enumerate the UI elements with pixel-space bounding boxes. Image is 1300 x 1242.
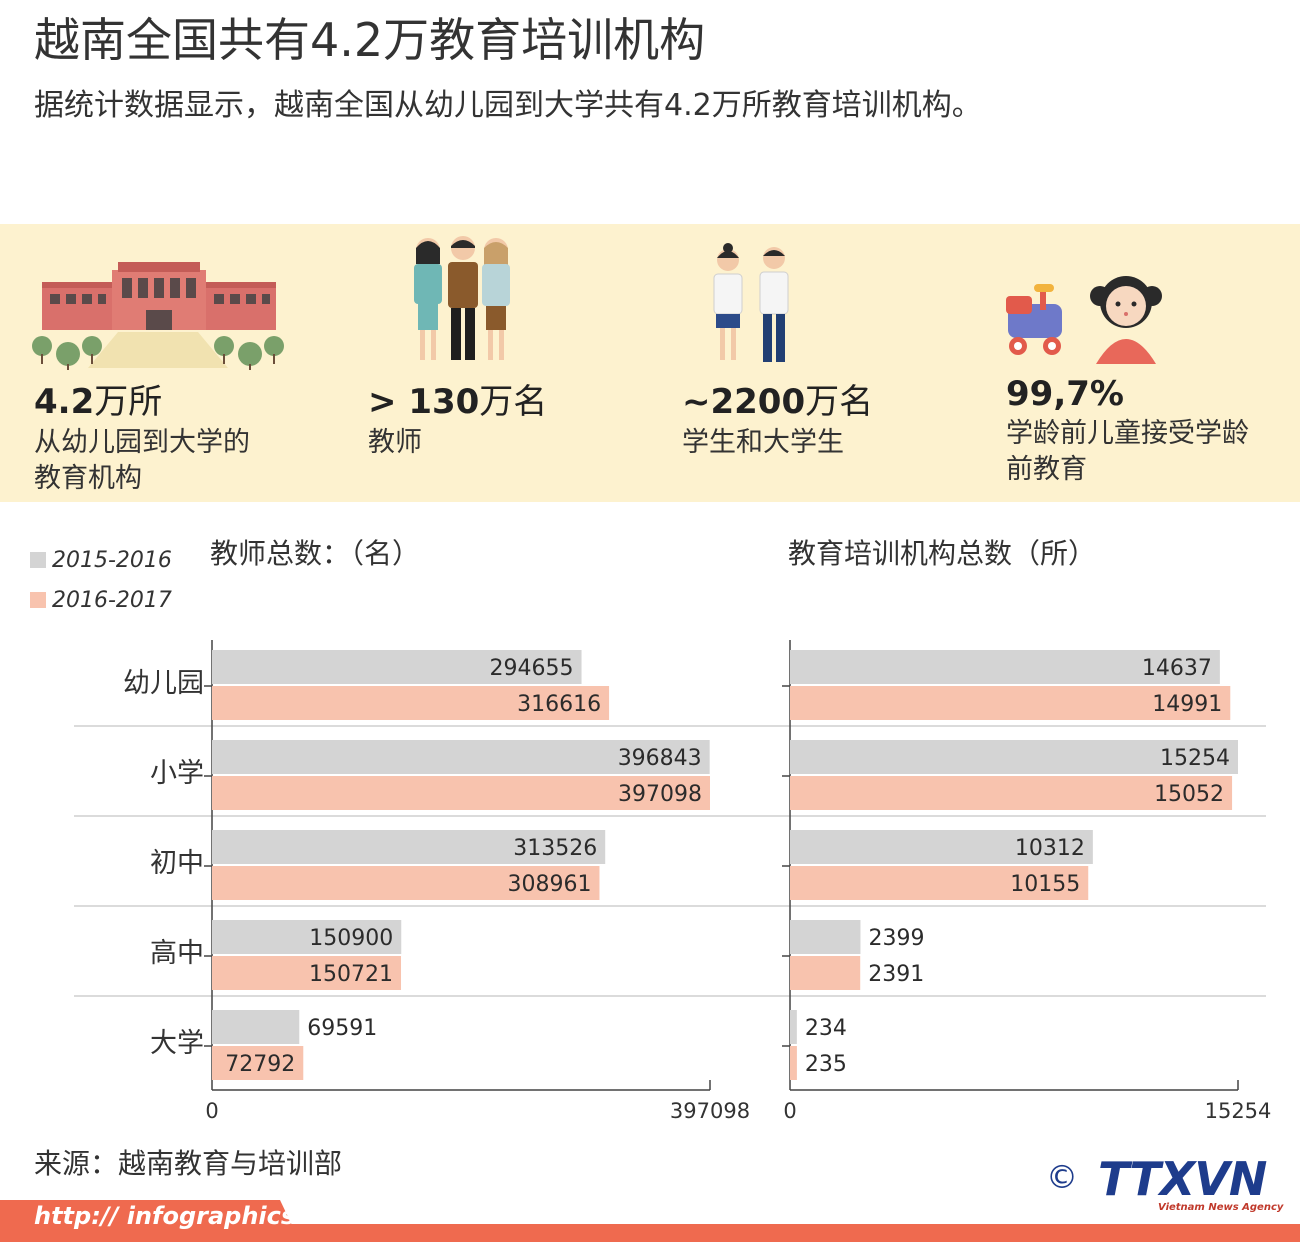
institutions-data-label: 2391: [868, 962, 924, 987]
stat-institutions-number: 4.2: [34, 382, 95, 422]
teachers-bar: [212, 1046, 304, 1080]
teachers-data-label: 313526: [513, 836, 597, 861]
teachers-bar: [212, 686, 610, 720]
teachers-data-label: 150900: [309, 926, 393, 951]
students-icon: [713, 243, 789, 362]
institutions-bar: [790, 956, 861, 990]
institutions-data-label: 15254: [1160, 746, 1230, 771]
stat-teachers: > 130万名 教师: [368, 374, 547, 461]
ttxvn-tagline: Vietnam News Agency: [1158, 1202, 1284, 1213]
teachers-tick-label: 0: [205, 1099, 218, 1123]
page-subtitle: 据统计数据显示，越南全国从幼儿园到大学共有4.2万所教育培训机构。: [34, 88, 982, 123]
stat-teachers-desc: 教师: [368, 427, 422, 458]
teachers-data-label: 316616: [517, 692, 601, 717]
stat-teachers-unit: 万名: [479, 382, 548, 422]
teachers-bar: [212, 776, 710, 810]
institutions-bar: [790, 650, 1220, 684]
institutions-bar: [790, 830, 1093, 864]
institutions-bar: [790, 1010, 797, 1044]
stat-institutions-desc-2: 教育机构: [34, 463, 142, 494]
stat-students-desc: 学生和大学生: [682, 427, 844, 458]
footer-tab: [0, 1200, 300, 1242]
teachers-data-label: 396843: [618, 746, 702, 771]
teachers-bar: [212, 920, 402, 954]
teachers-icon: [414, 236, 510, 360]
ttxvn-logo: TTXVN: [1098, 1152, 1267, 1206]
teachers-data-label: 308961: [507, 872, 591, 897]
stat-preschool-number: 99,7%: [1006, 374, 1124, 414]
stat-institutions: 4.2万所 从幼儿园到大学的 教育机构: [34, 374, 250, 497]
stat-students-unit: 万名: [805, 382, 874, 422]
category-label: 幼儿园: [123, 668, 204, 699]
category-label: 小学: [150, 758, 204, 789]
teachers-chart-title: 教师总数：（名）: [210, 537, 421, 570]
teachers-data-label: 69591: [307, 1016, 377, 1041]
stat-preschool-desc-1: 学龄前儿童接受学龄: [1006, 418, 1249, 449]
stat-students: ~2200万名 学生和大学生: [682, 374, 873, 461]
teachers-data-label: 72792: [225, 1052, 295, 1077]
legend-swatch-2016: [30, 592, 46, 608]
category-label: 大学: [150, 1028, 204, 1059]
teachers-bar: [212, 866, 600, 900]
teachers-bar: [212, 956, 402, 990]
stat-students-number: ~2200: [682, 382, 806, 422]
institutions-tick-label: 0: [783, 1099, 796, 1123]
legend: 2015-2016 2016-2017: [30, 540, 172, 620]
teachers-tick-label: 397098: [670, 1099, 750, 1123]
teachers-bar: [212, 650, 582, 684]
institutions-data-label: 10155: [1010, 872, 1080, 897]
legend-label-2016: 2016-2017: [52, 587, 172, 613]
institutions-bar: [790, 1046, 797, 1080]
teachers-bar: [212, 740, 710, 774]
legend-item-2016: 2016-2017: [30, 580, 172, 620]
legend-item-2015: 2015-2016: [30, 540, 172, 580]
institutions-bar: [790, 686, 1231, 720]
footer-bar: [0, 1224, 1300, 1242]
institutions-bar: [790, 920, 861, 954]
institutions-data-label: 2399: [868, 926, 924, 951]
institutions-data-label: 14637: [1142, 656, 1212, 681]
institutions-bar: [790, 866, 1089, 900]
legend-swatch-2015: [30, 552, 46, 568]
institutions-data-label: 234: [805, 1016, 847, 1041]
stats-band: 4.2万所 从幼儿园到大学的 教育机构 > 130万名 教师 ~2200万名 学…: [0, 224, 1300, 502]
page-title: 越南全国共有4.2万教育培训机构: [34, 13, 706, 67]
stat-teachers-number: > 130: [368, 382, 480, 422]
teachers-data-label: 397098: [618, 782, 702, 807]
school-building-icon: [32, 262, 284, 370]
institutions-data-label: 15052: [1154, 782, 1224, 807]
stat-preschool: 99,7% 学龄前儿童接受学龄 前教育: [1006, 374, 1249, 488]
preschool-child-icon: [1006, 276, 1162, 364]
institutions-data-label: 10312: [1015, 836, 1085, 861]
institutions-bar: [790, 740, 1238, 774]
stat-institutions-desc-1: 从幼儿园到大学的: [34, 427, 250, 458]
stat-institutions-unit: 万所: [94, 382, 163, 422]
institutions-chart-title: 教育培训机构总数（所）: [788, 537, 1097, 570]
source-note: 来源：越南教育与培训部: [34, 1147, 343, 1180]
copyright-symbol: ©: [1046, 1158, 1078, 1196]
institutions-bar: [790, 776, 1233, 810]
institutions-tick-label: 15254: [1205, 1099, 1272, 1123]
institutions-data-label: 235: [805, 1052, 847, 1077]
category-label: 初中: [150, 848, 204, 879]
teachers-bar: [212, 830, 606, 864]
teachers-data-label: 150721: [309, 962, 393, 987]
legend-label-2015: 2015-2016: [52, 547, 172, 573]
category-label: 高中: [150, 938, 204, 969]
institutions-data-label: 14991: [1152, 692, 1222, 717]
teachers-data-label: 294655: [490, 656, 574, 681]
footer-url-link[interactable]: http:// infographics.vn: [34, 1202, 337, 1230]
teachers-bar: [212, 1010, 300, 1044]
stat-preschool-desc-2: 前教育: [1006, 454, 1087, 485]
